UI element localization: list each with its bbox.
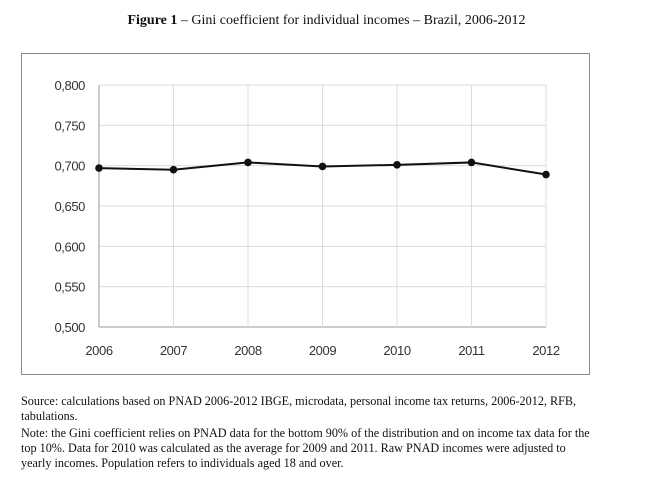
data-point: [169, 165, 178, 174]
y-tick-label: 0,750: [54, 118, 85, 133]
data-point: [244, 158, 252, 167]
data-point: [542, 170, 550, 179]
y-tick-label: 0,700: [54, 159, 85, 174]
x-tick-label: 2006: [85, 343, 112, 358]
y-tick-label: 0,650: [54, 199, 85, 214]
y-tick-label: 0,550: [54, 280, 85, 295]
figure-title: Figure 1 – Gini coefficient for individu…: [0, 13, 653, 29]
x-tick-label: 2012: [532, 343, 559, 358]
data-point: [318, 162, 327, 171]
x-tick-label: 2009: [309, 343, 336, 358]
figure-notes: Source: calculations based on PNAD 2006-…: [21, 394, 596, 473]
x-tick-label: 2007: [160, 343, 187, 358]
x-tick-label: 2011: [458, 343, 485, 358]
x-tick-label: 2010: [383, 343, 410, 358]
data-point: [467, 158, 476, 167]
figure-label: Figure 1: [127, 13, 178, 28]
methodology-note: Note: the Gini coefficient relies on PNA…: [21, 426, 590, 470]
x-tick-label: 2008: [234, 343, 261, 358]
figure-title-text: – Gini coefficient for individual income…: [177, 13, 526, 28]
y-tick-label: 0,800: [54, 78, 85, 93]
data-point: [393, 161, 401, 169]
source-note: Source: calculations based on PNAD 2006-…: [21, 394, 577, 423]
data-point: [95, 164, 103, 172]
y-tick-label: 0,500: [54, 320, 85, 335]
y-tick-label: 0,600: [54, 239, 85, 254]
gini-line-chart: 0,500 0,550 0,600 0,650 0,700 0,750 0,800 2006 2…: [54, 78, 560, 358]
chart-frame: [21, 53, 590, 375]
